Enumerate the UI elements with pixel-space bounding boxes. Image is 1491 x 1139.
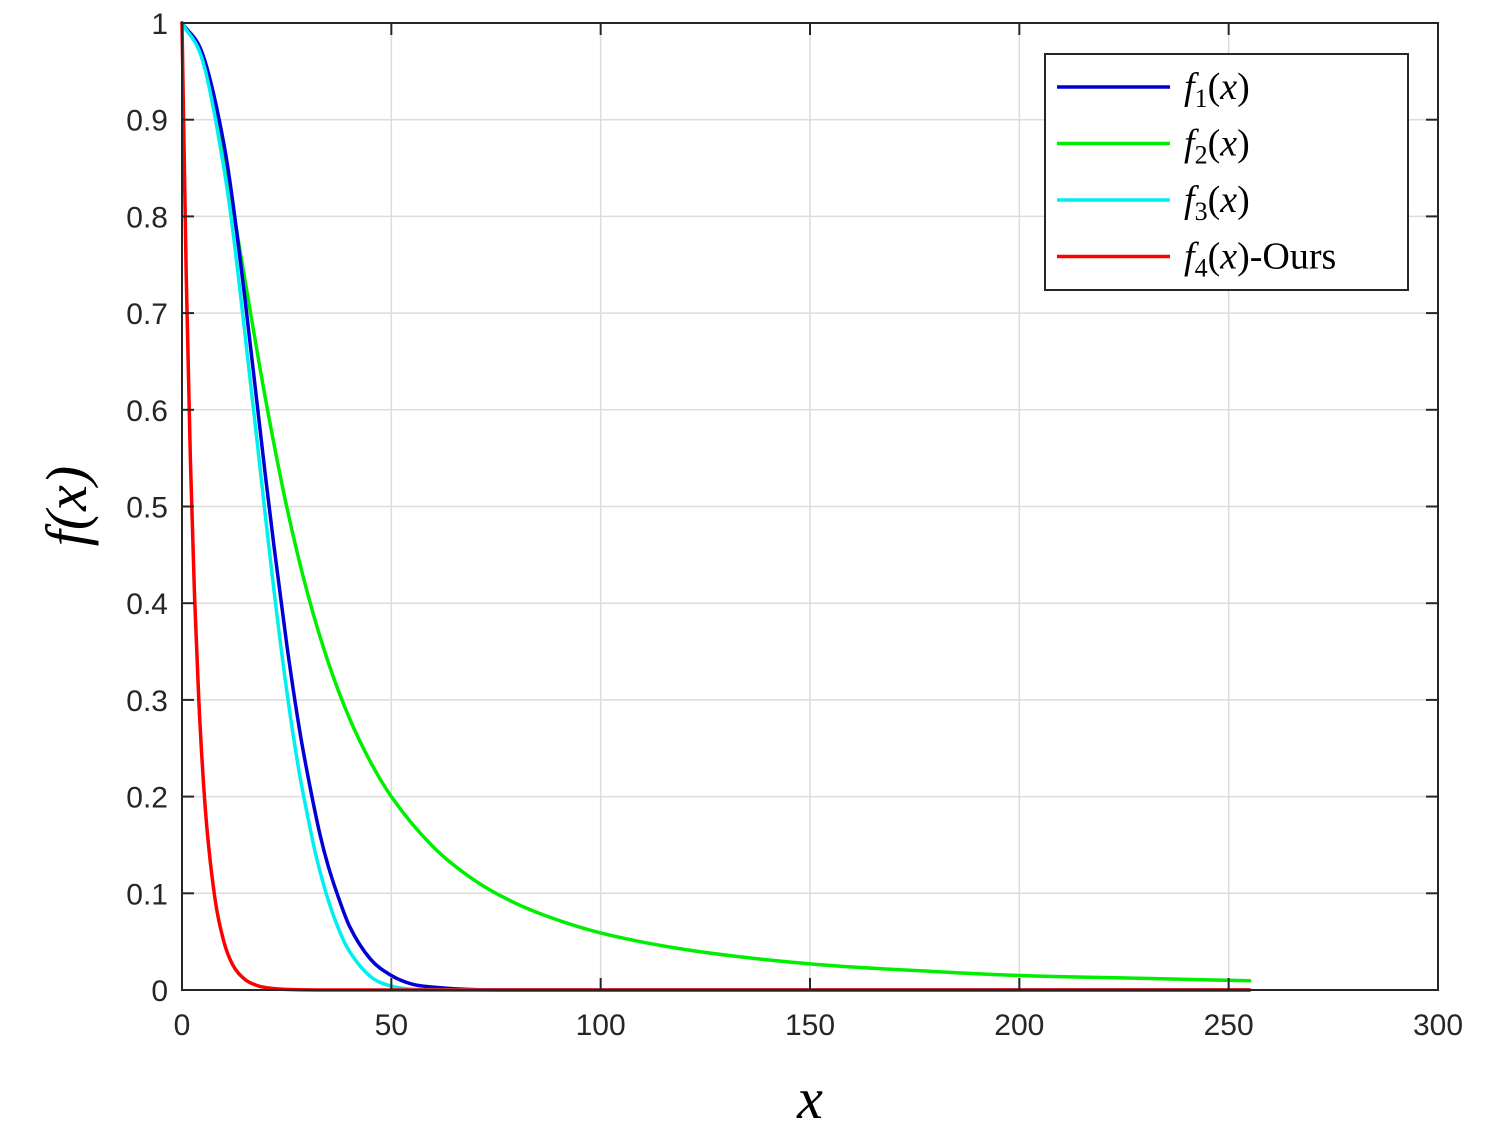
x-tick-label: 50 xyxy=(375,1009,408,1042)
series-line-f2 xyxy=(180,21,1252,983)
y-tick-labels: 0 0.1 0.2 0.3 0.4 0.5 0.6 0.7 0.8 0.9 1 xyxy=(126,8,168,1008)
legend-label: f2(x) xyxy=(1184,123,1250,170)
y-axis-title: f(x) xyxy=(34,466,99,547)
y-tick-label: 1 xyxy=(151,8,168,41)
legend-label: f4(x)-Ours xyxy=(1184,236,1336,283)
y-tick-label: 0.1 xyxy=(126,878,168,911)
x-tick-label: 300 xyxy=(1413,1009,1463,1042)
y-tick-label: 0.5 xyxy=(126,492,168,525)
x-tick-labels: 0 50 100 150 200 250 300 xyxy=(174,1009,1463,1042)
x-tick-label: 150 xyxy=(785,1009,835,1042)
y-tick-label: 0.8 xyxy=(126,201,168,234)
y-tick-label: 0.3 xyxy=(126,685,168,718)
x-axis-title: x xyxy=(796,1066,823,1131)
y-tick-label: 0.9 xyxy=(126,105,168,138)
y-tick-label: 0 xyxy=(151,975,168,1008)
y-tick-label: 0.7 xyxy=(126,298,168,331)
x-tick-label: 0 xyxy=(174,1009,191,1042)
y-tick-label: 0.6 xyxy=(126,395,168,428)
legend-box xyxy=(1044,53,1409,291)
legend-label: f3(x) xyxy=(1184,179,1250,226)
y-tick-label: 0.2 xyxy=(126,782,168,815)
legend-entries: f1(x) f2(x) f3(x) f4(x)-Ours xyxy=(1057,66,1336,283)
x-tick-label: 200 xyxy=(994,1009,1044,1042)
y-tick-label: 0.4 xyxy=(126,588,168,621)
x-tick-label: 100 xyxy=(576,1009,626,1042)
tick-marks xyxy=(181,22,1439,991)
x-tick-label: 250 xyxy=(1204,1009,1254,1042)
legend: f1(x) f2(x) f3(x) f4(x)-Ours xyxy=(1044,53,1409,291)
legend-label: f1(x) xyxy=(1184,66,1250,113)
